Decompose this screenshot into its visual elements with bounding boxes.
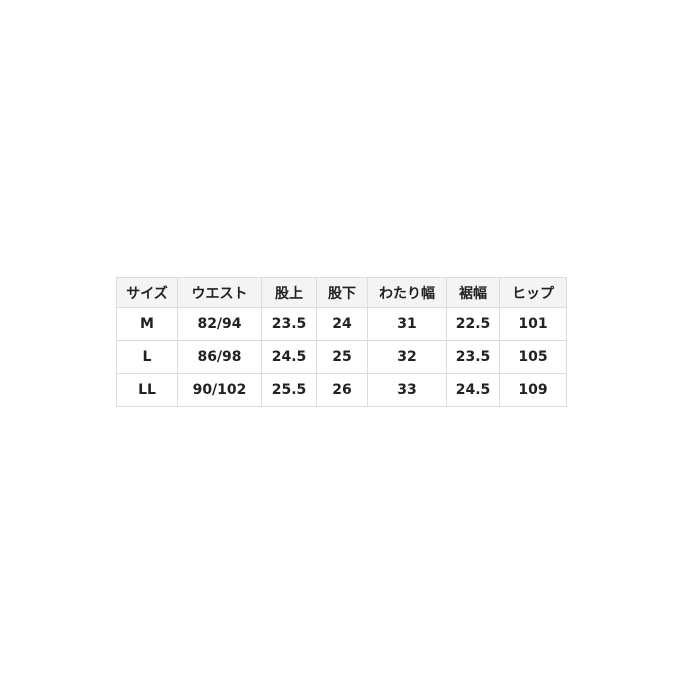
cell-size: M bbox=[116, 307, 178, 341]
column-header-hip: ヒップ bbox=[499, 277, 567, 308]
cell-rise: 25.5 bbox=[261, 373, 317, 407]
column-header-inseam: 股下 bbox=[316, 277, 368, 308]
cell-hem: 23.5 bbox=[446, 340, 500, 374]
table-row-l: L 86/98 24.5 25 32 23.5 105 bbox=[116, 340, 567, 374]
cell-hip: 109 bbox=[499, 373, 567, 407]
column-header-waist: ウエスト bbox=[177, 277, 262, 308]
column-header-size: サイズ bbox=[116, 277, 178, 308]
cell-waist: 90/102 bbox=[177, 373, 262, 407]
cell-rise: 24.5 bbox=[261, 340, 317, 374]
cell-rise: 23.5 bbox=[261, 307, 317, 341]
table-row-ll: LL 90/102 25.5 26 33 24.5 109 bbox=[116, 373, 567, 407]
cell-hip: 105 bbox=[499, 340, 567, 374]
cell-size: LL bbox=[116, 373, 178, 407]
column-header-rise: 股上 bbox=[261, 277, 317, 308]
cell-hem: 24.5 bbox=[446, 373, 500, 407]
cell-inseam: 26 bbox=[316, 373, 368, 407]
cell-inseam: 25 bbox=[316, 340, 368, 374]
column-header-thigh: わたり幅 bbox=[367, 277, 447, 308]
cell-thigh: 32 bbox=[367, 340, 447, 374]
cell-size: L bbox=[116, 340, 178, 374]
cell-hip: 101 bbox=[499, 307, 567, 341]
table-row-m: M 82/94 23.5 24 31 22.5 101 bbox=[116, 307, 567, 341]
cell-thigh: 33 bbox=[367, 373, 447, 407]
size-chart-header-row: サイズ ウエスト 股上 股下 わたり幅 裾幅 ヒップ bbox=[116, 277, 567, 308]
column-header-hem: 裾幅 bbox=[446, 277, 500, 308]
cell-inseam: 24 bbox=[316, 307, 368, 341]
size-chart-table: サイズ ウエスト 股上 股下 わたり幅 裾幅 ヒップ M 82/94 23.5 … bbox=[116, 277, 567, 407]
cell-hem: 22.5 bbox=[446, 307, 500, 341]
cell-waist: 82/94 bbox=[177, 307, 262, 341]
cell-thigh: 31 bbox=[367, 307, 447, 341]
cell-waist: 86/98 bbox=[177, 340, 262, 374]
